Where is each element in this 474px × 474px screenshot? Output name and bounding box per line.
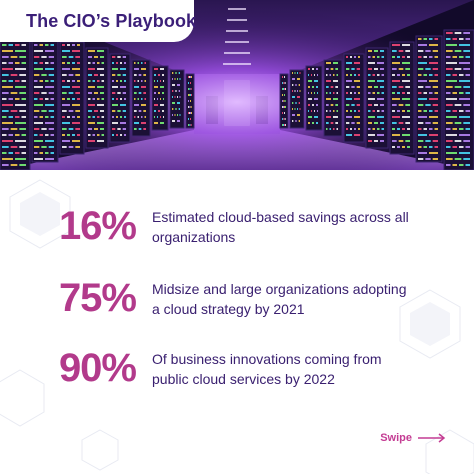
stat-value: 90%	[58, 346, 137, 390]
stat-description: Of business innovations coming from publ…	[152, 350, 382, 387]
stat-item: 75% Midsize and large organizations adop…	[0, 276, 474, 321]
stat-description: Estimated cloud-based savings across all…	[152, 208, 409, 245]
stats-section: 16% Estimated cloud-based savings across…	[0, 170, 474, 474]
stat-item: 16% Estimated cloud-based savings across…	[0, 204, 474, 249]
page-title: The CIO’s Playbook	[26, 10, 197, 31]
stat-value: 75%	[58, 276, 137, 320]
stat-value: 16%	[58, 204, 137, 248]
swipe-label: Swipe	[380, 432, 412, 444]
arrow-right-icon	[418, 433, 446, 443]
hero-server-room-image: The CIO’s Playbook	[0, 0, 474, 170]
stat-description: Midsize and large organizations adopting…	[152, 280, 407, 317]
swipe-button[interactable]: Swipe	[380, 432, 446, 444]
title-tab: The CIO’s Playbook	[0, 0, 197, 42]
stat-item: 90% Of business innovations coming from …	[0, 346, 474, 391]
hexagon-pattern-background	[0, 179, 474, 474]
